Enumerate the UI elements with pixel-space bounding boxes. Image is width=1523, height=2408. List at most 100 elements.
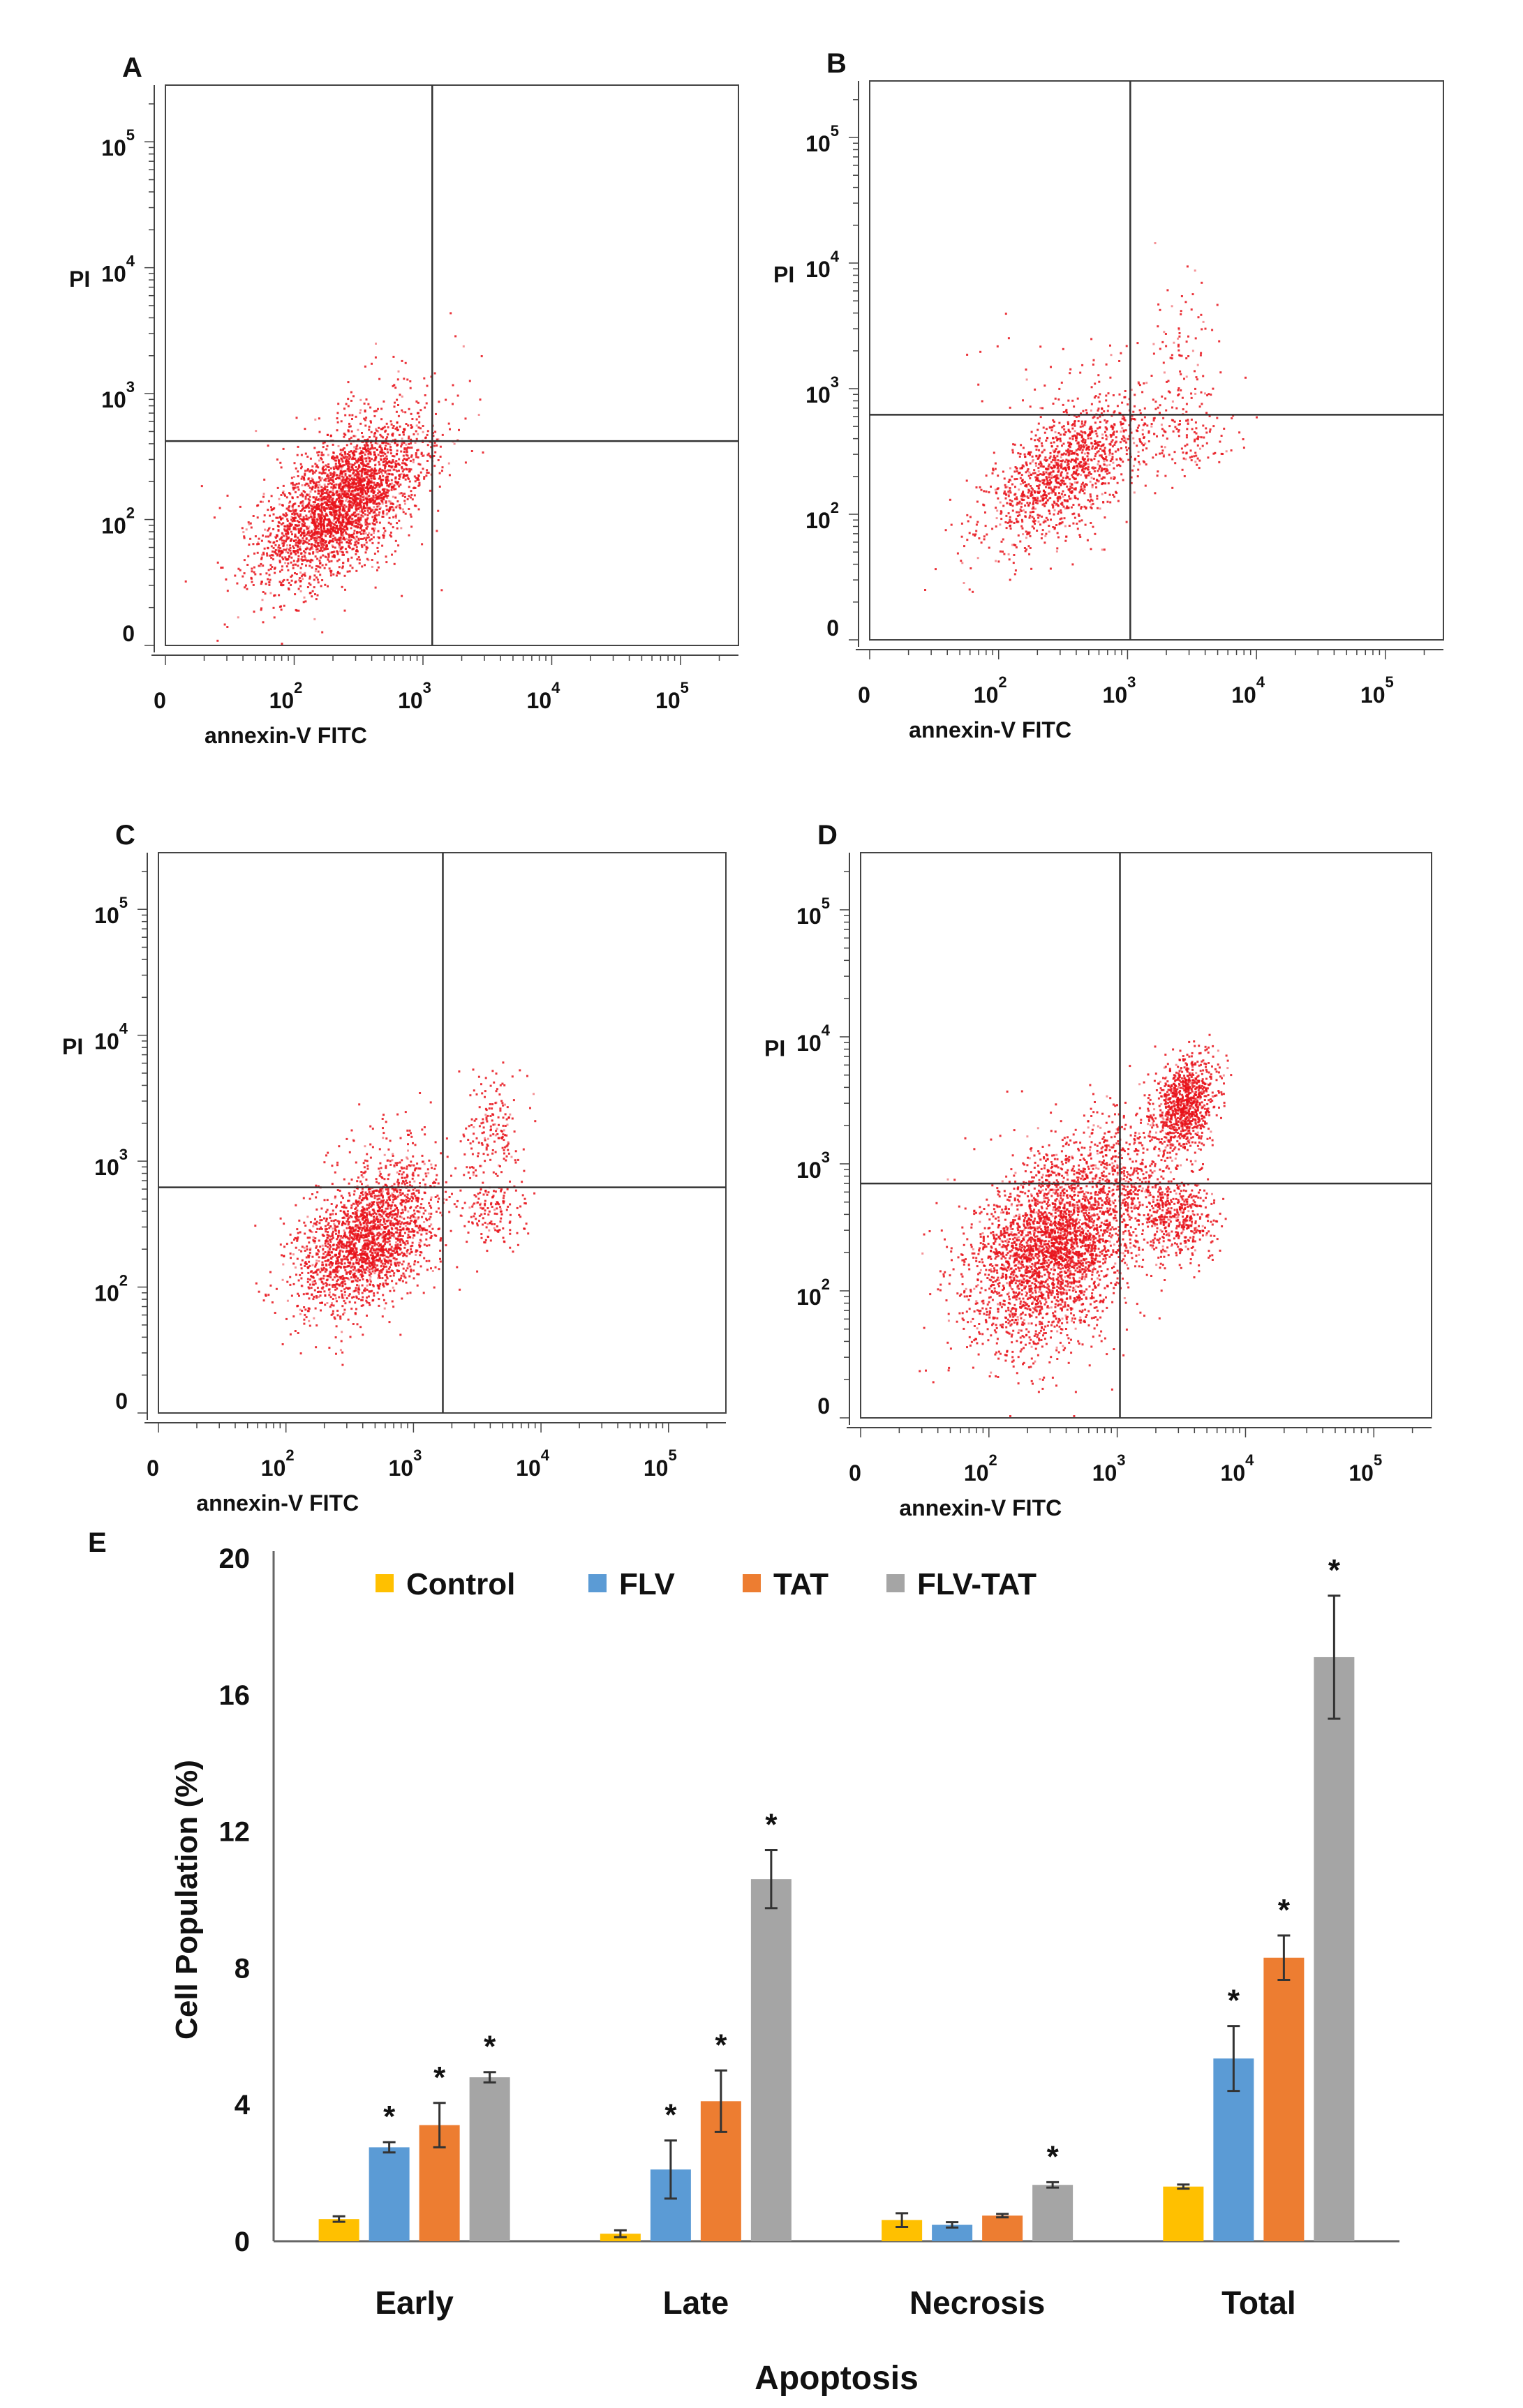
scatter-dot xyxy=(1074,451,1077,454)
scatter-dot xyxy=(1022,399,1024,402)
scatter-dot xyxy=(320,486,323,488)
scatter-dot xyxy=(295,608,297,611)
scatter-dot xyxy=(1050,429,1053,432)
scatter-dot xyxy=(1185,403,1188,405)
scatter-dot xyxy=(285,532,288,535)
scatter-dot xyxy=(315,484,318,486)
scatter-dot xyxy=(327,557,329,560)
scatter-dot xyxy=(419,427,422,430)
scatter-dot xyxy=(272,546,275,549)
scatter-dot xyxy=(253,566,255,569)
scatter-dot xyxy=(969,567,972,569)
scatter-dot xyxy=(1005,493,1008,496)
scatter-dot xyxy=(347,484,350,486)
scatter-dot xyxy=(1097,396,1100,399)
scatter-dot xyxy=(1080,519,1083,522)
scatter-dot xyxy=(1057,398,1060,401)
scatter-dot xyxy=(361,471,364,474)
scatter-dot xyxy=(1064,493,1067,496)
scatter-dot xyxy=(333,486,336,488)
scatter-dot xyxy=(1077,448,1080,450)
scatter-dot xyxy=(287,562,290,565)
scatter-dot xyxy=(1011,500,1013,502)
scatter-dot xyxy=(368,426,371,428)
scatter-dot xyxy=(1000,510,1002,513)
scatter-dot xyxy=(251,570,253,573)
scatter-dot xyxy=(287,551,290,554)
scatter-dot xyxy=(1080,506,1083,508)
scatter-dot xyxy=(415,430,417,433)
scatter-dot xyxy=(357,523,359,525)
scatter-dot xyxy=(379,457,382,460)
scatter-dot xyxy=(370,490,373,493)
scatter-dot xyxy=(313,507,315,509)
scatter-dot xyxy=(348,516,351,518)
scatter-dot xyxy=(1056,464,1059,467)
scatter-dot xyxy=(386,475,389,478)
scatter-dot xyxy=(359,475,362,478)
scatter-dot xyxy=(408,495,410,498)
scatter-dot xyxy=(1011,483,1013,486)
scatter-dot xyxy=(267,569,270,571)
scatter-dot xyxy=(1011,451,1014,454)
scatter-dot xyxy=(342,551,344,554)
scatter-dot xyxy=(352,532,355,534)
scatter-dot xyxy=(966,539,969,541)
scatter-dot xyxy=(364,532,367,534)
scatter-dot xyxy=(299,514,302,517)
scatter-dot xyxy=(387,479,390,482)
scatter-dot xyxy=(349,425,352,428)
scatter-dot xyxy=(1089,480,1092,483)
scatter-dot xyxy=(1026,531,1029,534)
scatter-dot xyxy=(976,557,979,560)
scatter-dot xyxy=(1065,411,1068,414)
scatter-dot xyxy=(409,513,412,516)
scatter-dot xyxy=(1066,464,1069,467)
scatter-dot xyxy=(1066,485,1069,488)
scatter-dot xyxy=(348,451,350,454)
scatter-dot xyxy=(1080,430,1083,433)
scatter-dot xyxy=(1080,422,1083,425)
scatter-dot xyxy=(253,552,255,555)
scatter-dot xyxy=(250,576,253,579)
scatter-dot xyxy=(1024,511,1027,514)
scatter-dot xyxy=(1047,481,1049,484)
scatter-dot xyxy=(369,420,372,423)
scatter-dot xyxy=(292,560,295,562)
scatter-dot xyxy=(1108,454,1111,456)
scatter-dot xyxy=(226,494,229,497)
scatter-dot xyxy=(1064,500,1067,502)
scatter-dot xyxy=(1077,449,1080,451)
scatter-dot xyxy=(1116,464,1119,467)
scatter-dot xyxy=(382,534,385,537)
scatter-dot xyxy=(1029,534,1032,537)
scatter-dot xyxy=(302,601,305,604)
scatter-dot xyxy=(267,529,269,532)
scatter-dot xyxy=(1131,414,1134,417)
scatter-dot xyxy=(365,448,368,451)
scatter-dot xyxy=(1101,449,1104,452)
scatter-dot xyxy=(440,589,443,592)
scatter-dot xyxy=(316,506,319,509)
scatter-dot xyxy=(378,446,381,449)
scatter-dot xyxy=(1075,439,1078,442)
scatter-dot xyxy=(365,398,368,401)
scatter-dot xyxy=(370,538,373,541)
scatter-dot xyxy=(358,452,361,455)
scatter-dot xyxy=(1150,375,1153,377)
scatter-dot xyxy=(325,541,327,544)
scatter-dot xyxy=(392,473,394,476)
scatter-dot xyxy=(200,485,203,488)
scatter-dot xyxy=(303,555,306,558)
scatter-dot xyxy=(320,509,322,511)
scatter-dot xyxy=(1123,396,1126,398)
scatter-dot xyxy=(304,522,306,525)
scatter-dot xyxy=(1014,466,1017,468)
scatter-dot xyxy=(1104,491,1107,494)
scatter-dot xyxy=(1073,422,1076,425)
scatter-dot xyxy=(430,1267,432,1270)
scatter-dot xyxy=(388,516,391,519)
scatter-dot xyxy=(290,482,293,485)
scatter-dot xyxy=(1004,486,1007,488)
scatter-dot xyxy=(336,530,339,532)
